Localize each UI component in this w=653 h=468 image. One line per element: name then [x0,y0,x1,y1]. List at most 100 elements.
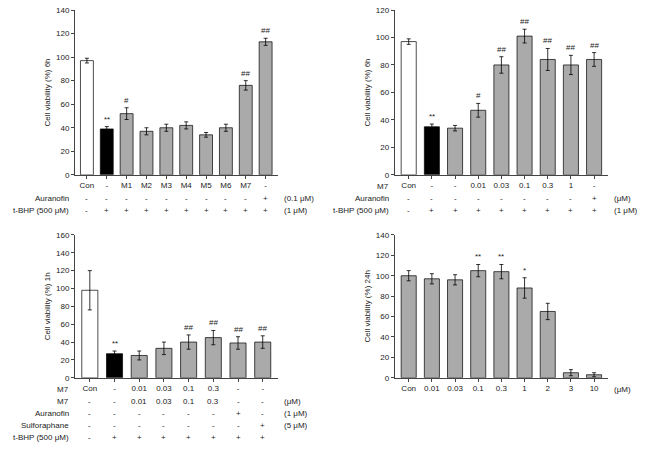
svg-text:##: ## [184,323,193,332]
svg-text:-: - [407,206,410,215]
svg-text:+: + [260,421,265,430]
svg-text:(0.1 μM): (0.1 μM) [284,194,314,203]
svg-text:-: - [261,397,264,406]
svg-text:-: - [261,384,264,393]
svg-text:0.1: 0.1 [183,397,195,406]
svg-text:(μM): (μM) [614,194,631,203]
svg-text:Con: Con [401,384,416,393]
svg-text:+: + [184,206,189,215]
svg-text:-: - [407,194,410,203]
svg-text:100: 100 [376,33,390,42]
svg-text:+: + [429,206,434,215]
svg-text:60: 60 [60,100,69,109]
svg-text:0.03: 0.03 [447,384,463,393]
svg-text:-: - [205,194,208,203]
svg-text:M7: M7 [57,397,69,406]
svg-text:-: - [85,194,88,203]
svg-text:-: - [261,409,264,418]
svg-text:-: - [138,409,141,418]
svg-text:+: + [592,206,597,215]
svg-text:0.3: 0.3 [207,397,219,406]
svg-text:80: 80 [380,61,389,70]
svg-text:-: - [88,397,91,406]
svg-text:**: ** [104,115,110,124]
svg-text:-: - [569,194,572,203]
svg-text:-: - [88,421,91,430]
svg-text:0: 0 [65,374,70,383]
svg-text:-: - [113,384,116,393]
svg-text:20: 20 [60,147,69,156]
svg-text:M2: M2 [141,181,153,190]
svg-text:+: + [137,433,142,442]
svg-text:-: - [125,194,128,203]
svg-text:-: - [523,194,526,203]
svg-text:##: ## [497,45,506,54]
svg-text:+: + [260,433,265,442]
svg-text:**: ** [498,252,504,261]
svg-text:-: - [165,194,168,203]
svg-text:-: - [500,194,503,203]
svg-text:-: - [431,181,434,190]
svg-text:-: - [593,181,596,190]
svg-text:Cell viability (%) 6h: Cell viability (%) 6h [43,58,52,126]
svg-text:-: - [85,206,88,215]
svg-text:-: - [237,421,240,430]
svg-text:M4: M4 [181,181,193,190]
svg-text:0.3: 0.3 [542,181,554,190]
svg-text:-: - [138,421,141,430]
svg-text:120: 120 [376,251,390,260]
svg-text:2: 2 [546,384,551,393]
svg-text:0: 0 [385,374,390,383]
svg-text:##: ## [258,324,267,333]
svg-text:-: - [113,409,116,418]
svg-text:(5 μM): (5 μM) [284,421,308,430]
svg-text:100: 100 [56,284,70,293]
svg-text:Con: Con [80,181,95,190]
svg-text:-: - [187,409,190,418]
svg-text:-: - [454,194,457,203]
svg-text:0.01: 0.01 [131,384,147,393]
svg-text:##: ## [261,26,270,35]
svg-text:+: + [223,206,228,215]
svg-text:**: ** [429,112,435,121]
svg-text:20: 20 [60,356,69,365]
svg-text:120: 120 [56,29,70,38]
svg-text:-: - [162,409,165,418]
svg-text:120: 120 [56,266,70,275]
svg-text:+: + [263,194,268,203]
svg-text:0.3: 0.3 [496,384,508,393]
svg-text:-: - [88,433,91,442]
svg-text:+: + [124,206,129,215]
svg-text:0.03: 0.03 [156,384,172,393]
svg-text:+: + [164,206,169,215]
svg-text:+: + [144,206,149,215]
svg-text:+: + [236,409,241,418]
svg-text:40: 40 [60,124,69,133]
svg-text:140: 140 [56,249,70,258]
svg-text:0.01: 0.01 [470,181,486,190]
svg-text:+: + [592,194,597,203]
svg-text:-: - [244,194,247,203]
svg-text:t-BHP (500 μM): t-BHP (500 μM) [13,433,69,442]
svg-text:M7: M7 [377,182,389,191]
svg-text:-: - [185,194,188,203]
svg-text:10: 10 [590,384,599,393]
svg-text:+: + [104,206,109,215]
svg-text:+: + [211,433,216,442]
svg-text:0.03: 0.03 [156,397,172,406]
svg-text:t-BHP (500 μM): t-BHP (500 μM) [333,206,389,215]
svg-text:M7: M7 [240,181,252,190]
svg-text:Auranofin: Auranofin [355,194,389,203]
svg-text:1: 1 [522,384,527,393]
svg-text:*: * [523,266,526,275]
svg-text:100: 100 [376,272,390,281]
svg-text:1: 1 [569,181,574,190]
svg-text:140: 140 [56,6,70,15]
svg-text:##: ## [590,41,599,50]
svg-text:-: - [430,194,433,203]
svg-text:Cell viability (%) 24h: Cell viability (%) 24h [363,270,372,342]
svg-text:+: + [112,433,117,442]
svg-text:+: + [453,206,458,215]
svg-text:0.1: 0.1 [519,181,531,190]
svg-text:##: ## [520,17,529,26]
